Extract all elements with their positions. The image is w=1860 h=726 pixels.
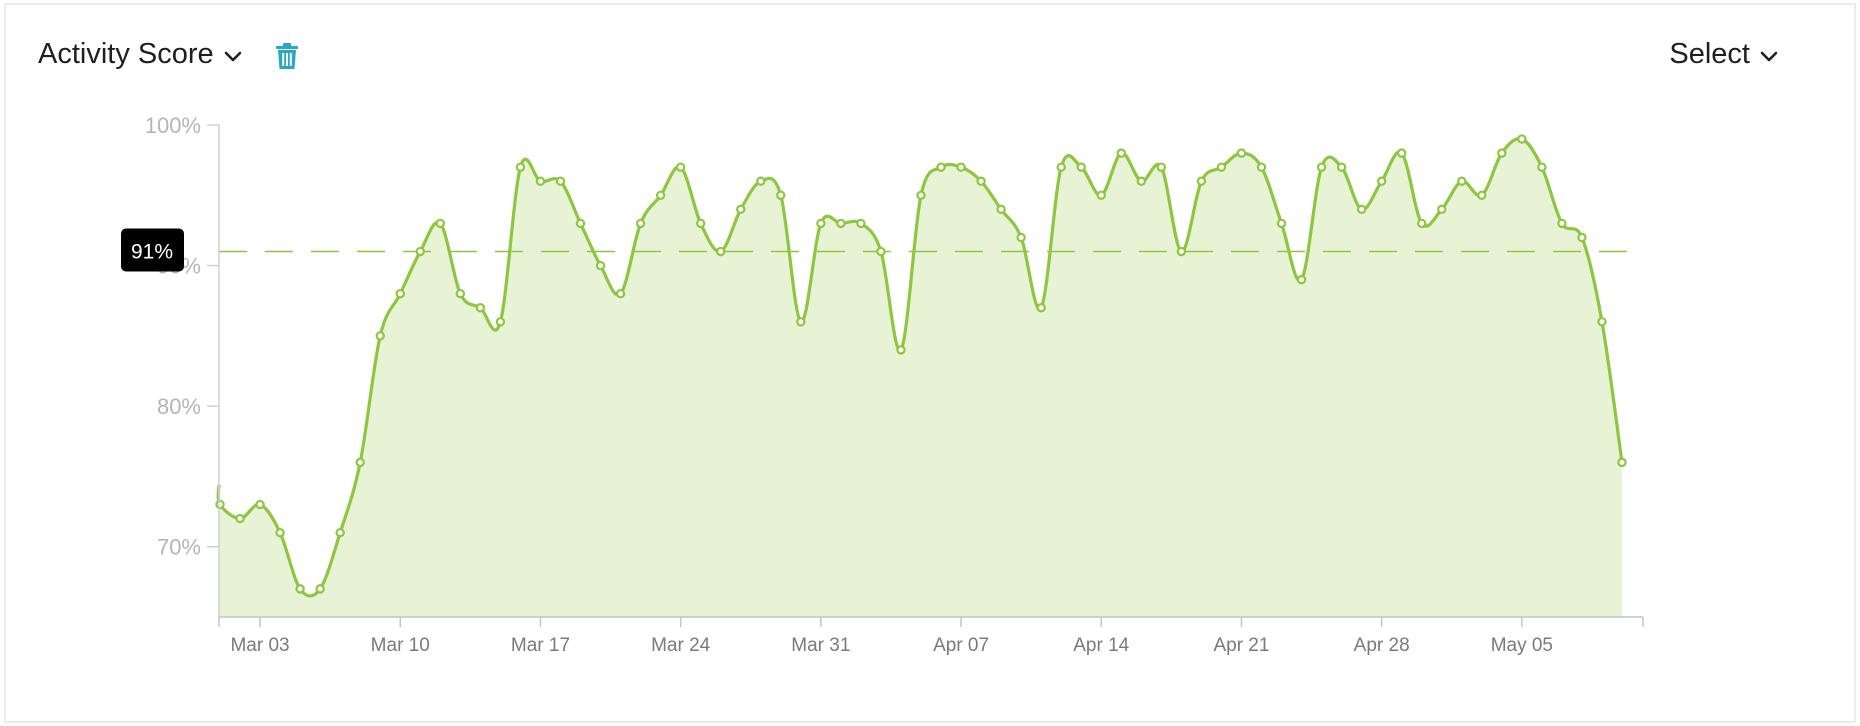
data-point: [495, 317, 506, 327]
data-point: [1036, 303, 1046, 313]
data-point: [1557, 218, 1567, 229]
average-badge-label: 91%: [131, 241, 173, 264]
data-point: [215, 499, 225, 510]
data-point: [936, 162, 946, 172]
chevron-down-icon: [224, 38, 242, 71]
data-point: [615, 288, 626, 299]
x-tick-label: Mar 03: [230, 635, 289, 656]
data-point: [335, 527, 345, 538]
data-point: [976, 176, 986, 186]
x-tick-label: Apr 14: [1073, 635, 1129, 656]
data-point: [1276, 218, 1287, 229]
chevron-down-icon: [1760, 38, 1778, 71]
data-point: [675, 162, 686, 172]
data-point: [1316, 162, 1327, 172]
data-point: [235, 513, 245, 524]
data-point: [1136, 176, 1147, 186]
data-point: [856, 218, 866, 229]
data-point: [395, 288, 405, 299]
metric-select-label: Activity Score: [38, 38, 214, 70]
data-point: [1577, 232, 1587, 243]
data-point: [1437, 204, 1447, 215]
data-point: [475, 303, 486, 313]
data-point: [1396, 148, 1407, 158]
data-point: [1617, 457, 1627, 468]
x-tick-label: Mar 17: [511, 635, 570, 656]
data-point: [1336, 162, 1347, 172]
y-tick-label: 80%: [157, 394, 201, 419]
data-point: [816, 218, 826, 229]
y-tick-label: 70%: [157, 535, 201, 560]
x-tick-label: Mar 24: [651, 635, 711, 656]
data-point: [1256, 162, 1267, 172]
x-tick-label: Mar 31: [791, 635, 850, 656]
data-point: [535, 176, 546, 186]
data-point: [876, 246, 886, 257]
data-point: [595, 260, 606, 271]
data-point: [1116, 148, 1126, 158]
data-point: [1176, 246, 1187, 257]
data-point: [1096, 190, 1106, 200]
data-point: [1216, 162, 1227, 172]
area-fill: [218, 138, 1623, 617]
data-point: [255, 499, 265, 510]
data-point: [355, 457, 365, 468]
data-point: [776, 190, 786, 200]
x-tick-label: May 05: [1491, 635, 1553, 656]
data-point: [1056, 162, 1066, 172]
data-point: [315, 584, 325, 594]
data-point: [695, 218, 706, 229]
metric-select[interactable]: Activity Score: [38, 38, 242, 71]
data-point: [796, 317, 806, 327]
y-tick-label: 100%: [145, 113, 201, 138]
data-point: [515, 162, 526, 172]
data-point: [736, 204, 746, 215]
data-point: [275, 527, 285, 538]
data-point: [435, 218, 446, 229]
data-point: [1457, 176, 1467, 186]
data-point: [1517, 134, 1527, 144]
data-point: [1296, 274, 1307, 285]
data-point: [655, 190, 666, 200]
data-point: [716, 246, 726, 257]
data-point: [1356, 204, 1367, 215]
data-point: [455, 288, 466, 299]
data-point: [635, 218, 646, 229]
data-point: [836, 218, 846, 229]
data-point: [415, 246, 425, 257]
data-point: [1537, 162, 1547, 172]
data-point: [756, 176, 766, 186]
data-point: [1597, 317, 1607, 327]
data-point: [575, 218, 586, 229]
data-point: [996, 204, 1006, 215]
data-point: [1156, 162, 1167, 172]
data-point: [1016, 232, 1026, 243]
data-point: [956, 162, 966, 172]
data-point: [1417, 218, 1427, 229]
x-tick-label: Apr 21: [1213, 635, 1269, 656]
range-select-label: Select: [1669, 38, 1750, 70]
average-badge: [121, 228, 184, 272]
x-tick-label: Apr 07: [933, 635, 989, 656]
data-point: [1477, 190, 1487, 200]
data-point: [375, 331, 385, 341]
x-tick-label: Apr 28: [1354, 635, 1410, 656]
trash-icon[interactable]: [275, 42, 299, 75]
range-select[interactable]: Select: [1669, 38, 1778, 71]
data-point: [1497, 148, 1507, 158]
data-point: [1236, 148, 1247, 158]
data-point: [555, 176, 566, 186]
x-tick-label: Mar 10: [371, 635, 430, 656]
data-point: [1196, 176, 1207, 186]
data-point: [1376, 176, 1387, 186]
data-point: [1076, 162, 1086, 172]
data-point: [896, 345, 906, 355]
data-point: [916, 190, 926, 200]
data-point: [295, 584, 305, 594]
